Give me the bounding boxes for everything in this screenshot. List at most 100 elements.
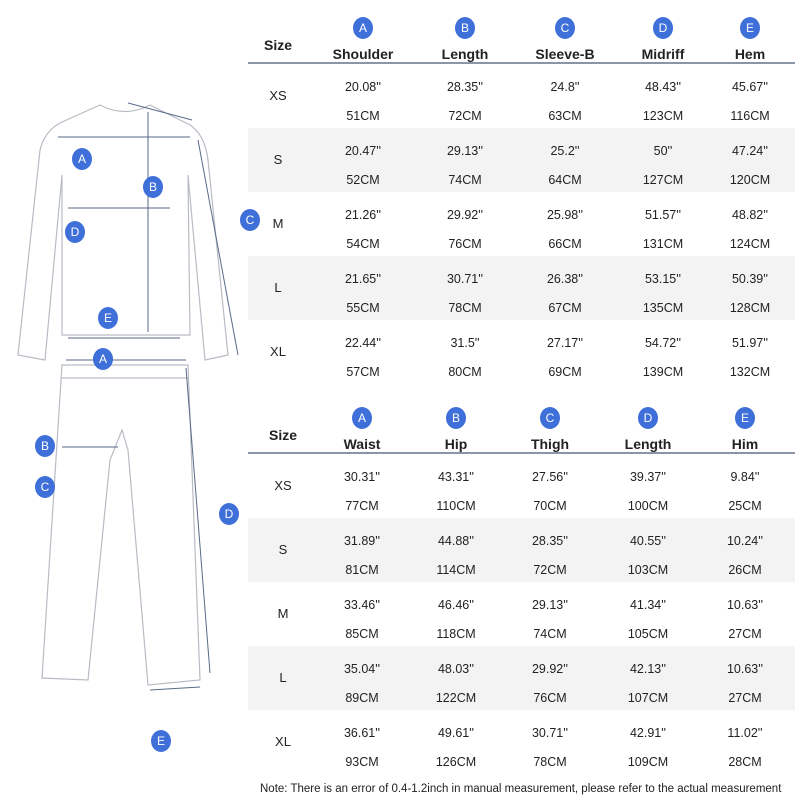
cm-value: 76CM [448,237,482,251]
cm-value: 28CM [728,755,762,769]
cm-value: 27CM [728,627,762,641]
cm-value: 116CM [730,109,770,123]
pants-badge-b: B [35,435,55,457]
inch-value: 39.37'' [629,470,667,484]
column-badge: E [740,17,760,39]
pants-badge-a: A [93,348,113,370]
column-header: Hem [734,46,766,62]
shirt-badge-d: D [65,221,85,243]
inch-value: 48.03'' [437,662,475,676]
size-label: XL [275,734,291,749]
size-label: XS [269,88,287,103]
cm-value: 74CM [533,627,567,641]
inch-value: 41.34'' [629,598,667,612]
size-label: S [273,152,283,167]
size-header: Size [268,427,298,443]
table-row: L 21.65'' 55CM 30.71'' 78CM 26.38'' 67CM 53.15'… [248,256,795,320]
inch-value: 26.38'' [546,272,584,286]
column-header: Sleeve-B [535,46,595,62]
cm-value: 110CM [436,499,476,513]
cm-value: 126CM [435,755,477,769]
inch-value: 40.55'' [629,534,667,548]
table-row: XS 30.31'' 77CM 43.31'' 110CM 27.56'' 70CM 39.3… [248,454,795,518]
cm-value: 103CM [627,563,669,577]
table-row: XL 36.61'' 93CM 49.61'' 126CM 30.71'' 78CM 42.9… [248,710,795,774]
size-label: L [279,670,287,685]
cm-value: 64CM [548,173,582,187]
shirt-badge-e: E [98,307,118,329]
cm-value: 70CM [533,499,567,513]
inch-value: 35.04'' [343,662,381,676]
inch-value: 25.98'' [546,208,584,222]
cm-value: 51CM [346,109,380,123]
inch-value: 27.56'' [531,470,569,484]
cm-value: 114CM [436,563,476,577]
cm-value: 89CM [345,691,379,705]
cm-value: 132CM [729,365,771,379]
cm-value: 69CM [548,365,582,379]
inch-value: 10.63'' [726,598,764,612]
inch-value: 21.26'' [344,208,382,222]
inch-value: 29.13'' [446,144,484,158]
size-label: L [274,280,282,295]
cm-value: 54CM [346,237,380,251]
column-header: Length [441,46,489,62]
column-badge: B [455,17,475,39]
cm-value: 120CM [729,173,771,187]
cm-value: 128CM [729,301,771,315]
table-row: XL 22.44'' 57CM 31.5'' 80CM 27.17'' 69CM 54.72'… [248,320,795,384]
inch-value: 47.24'' [731,144,769,158]
cm-value: 123CM [642,109,684,123]
cm-value: 25CM [728,499,762,513]
measurement-note: Note: There is an error of 0.4-1.2inch i… [260,783,782,795]
cm-value: 80CM [448,365,482,379]
table-row: M 33.46'' 85CM 46.46'' 118CM 29.13'' 74CM 41.34… [248,582,795,646]
inch-value: 50.39'' [731,272,769,286]
cm-value: 67CM [548,301,582,315]
cm-value: 118CM [436,627,476,641]
cm-value: 124CM [729,237,771,251]
cm-value: 135CM [642,301,684,315]
size-label: M [277,606,289,621]
cm-value: 78CM [533,755,567,769]
size-header: Size [263,37,293,53]
column-badge: C [555,17,575,39]
pants-badge-d: D [219,503,239,525]
cm-value: 63CM [548,109,582,123]
size-label: S [278,542,288,557]
column-badge: D [638,407,658,429]
size-label: XL [270,344,286,359]
table-row: L 35.04'' 89CM 48.03'' 122CM 29.92'' 76CM 42.13… [248,646,795,710]
cm-value: 55CM [346,301,380,315]
column-header: Length [624,436,672,452]
column-header: Midriff [641,46,685,62]
inch-value: 50'' [653,144,673,158]
inch-value: 30.31'' [343,470,381,484]
inch-value: 45.67'' [731,80,769,94]
inch-value: 48.82'' [731,208,769,222]
cm-value: 26CM [728,563,762,577]
inch-value: 30.71'' [446,272,484,286]
inch-value: 31.89'' [343,534,381,548]
column-badge: B [446,407,466,429]
inch-value: 25.2'' [550,144,580,158]
cm-value: 78CM [448,301,482,315]
inch-value: 51.97'' [731,336,769,350]
inch-value: 9.84'' [730,470,760,484]
column-badge: C [540,407,560,429]
cm-value: 109CM [627,755,669,769]
inch-value: 28.35'' [446,80,484,94]
header-divider [248,452,795,454]
column-header: Him [731,436,759,452]
header-divider [248,62,795,64]
inch-value: 43.31'' [437,470,475,484]
cm-value: 93CM [345,755,379,769]
inch-value: 20.47'' [344,144,382,158]
size-label: XS [274,478,292,493]
inch-value: 24.8'' [550,80,580,94]
shirt-badge-c: C [240,209,260,231]
column-header: Thigh [530,436,570,452]
column-header: Shoulder [332,46,394,62]
cm-value: 100CM [627,499,669,513]
inch-value: 20.08'' [344,80,382,94]
